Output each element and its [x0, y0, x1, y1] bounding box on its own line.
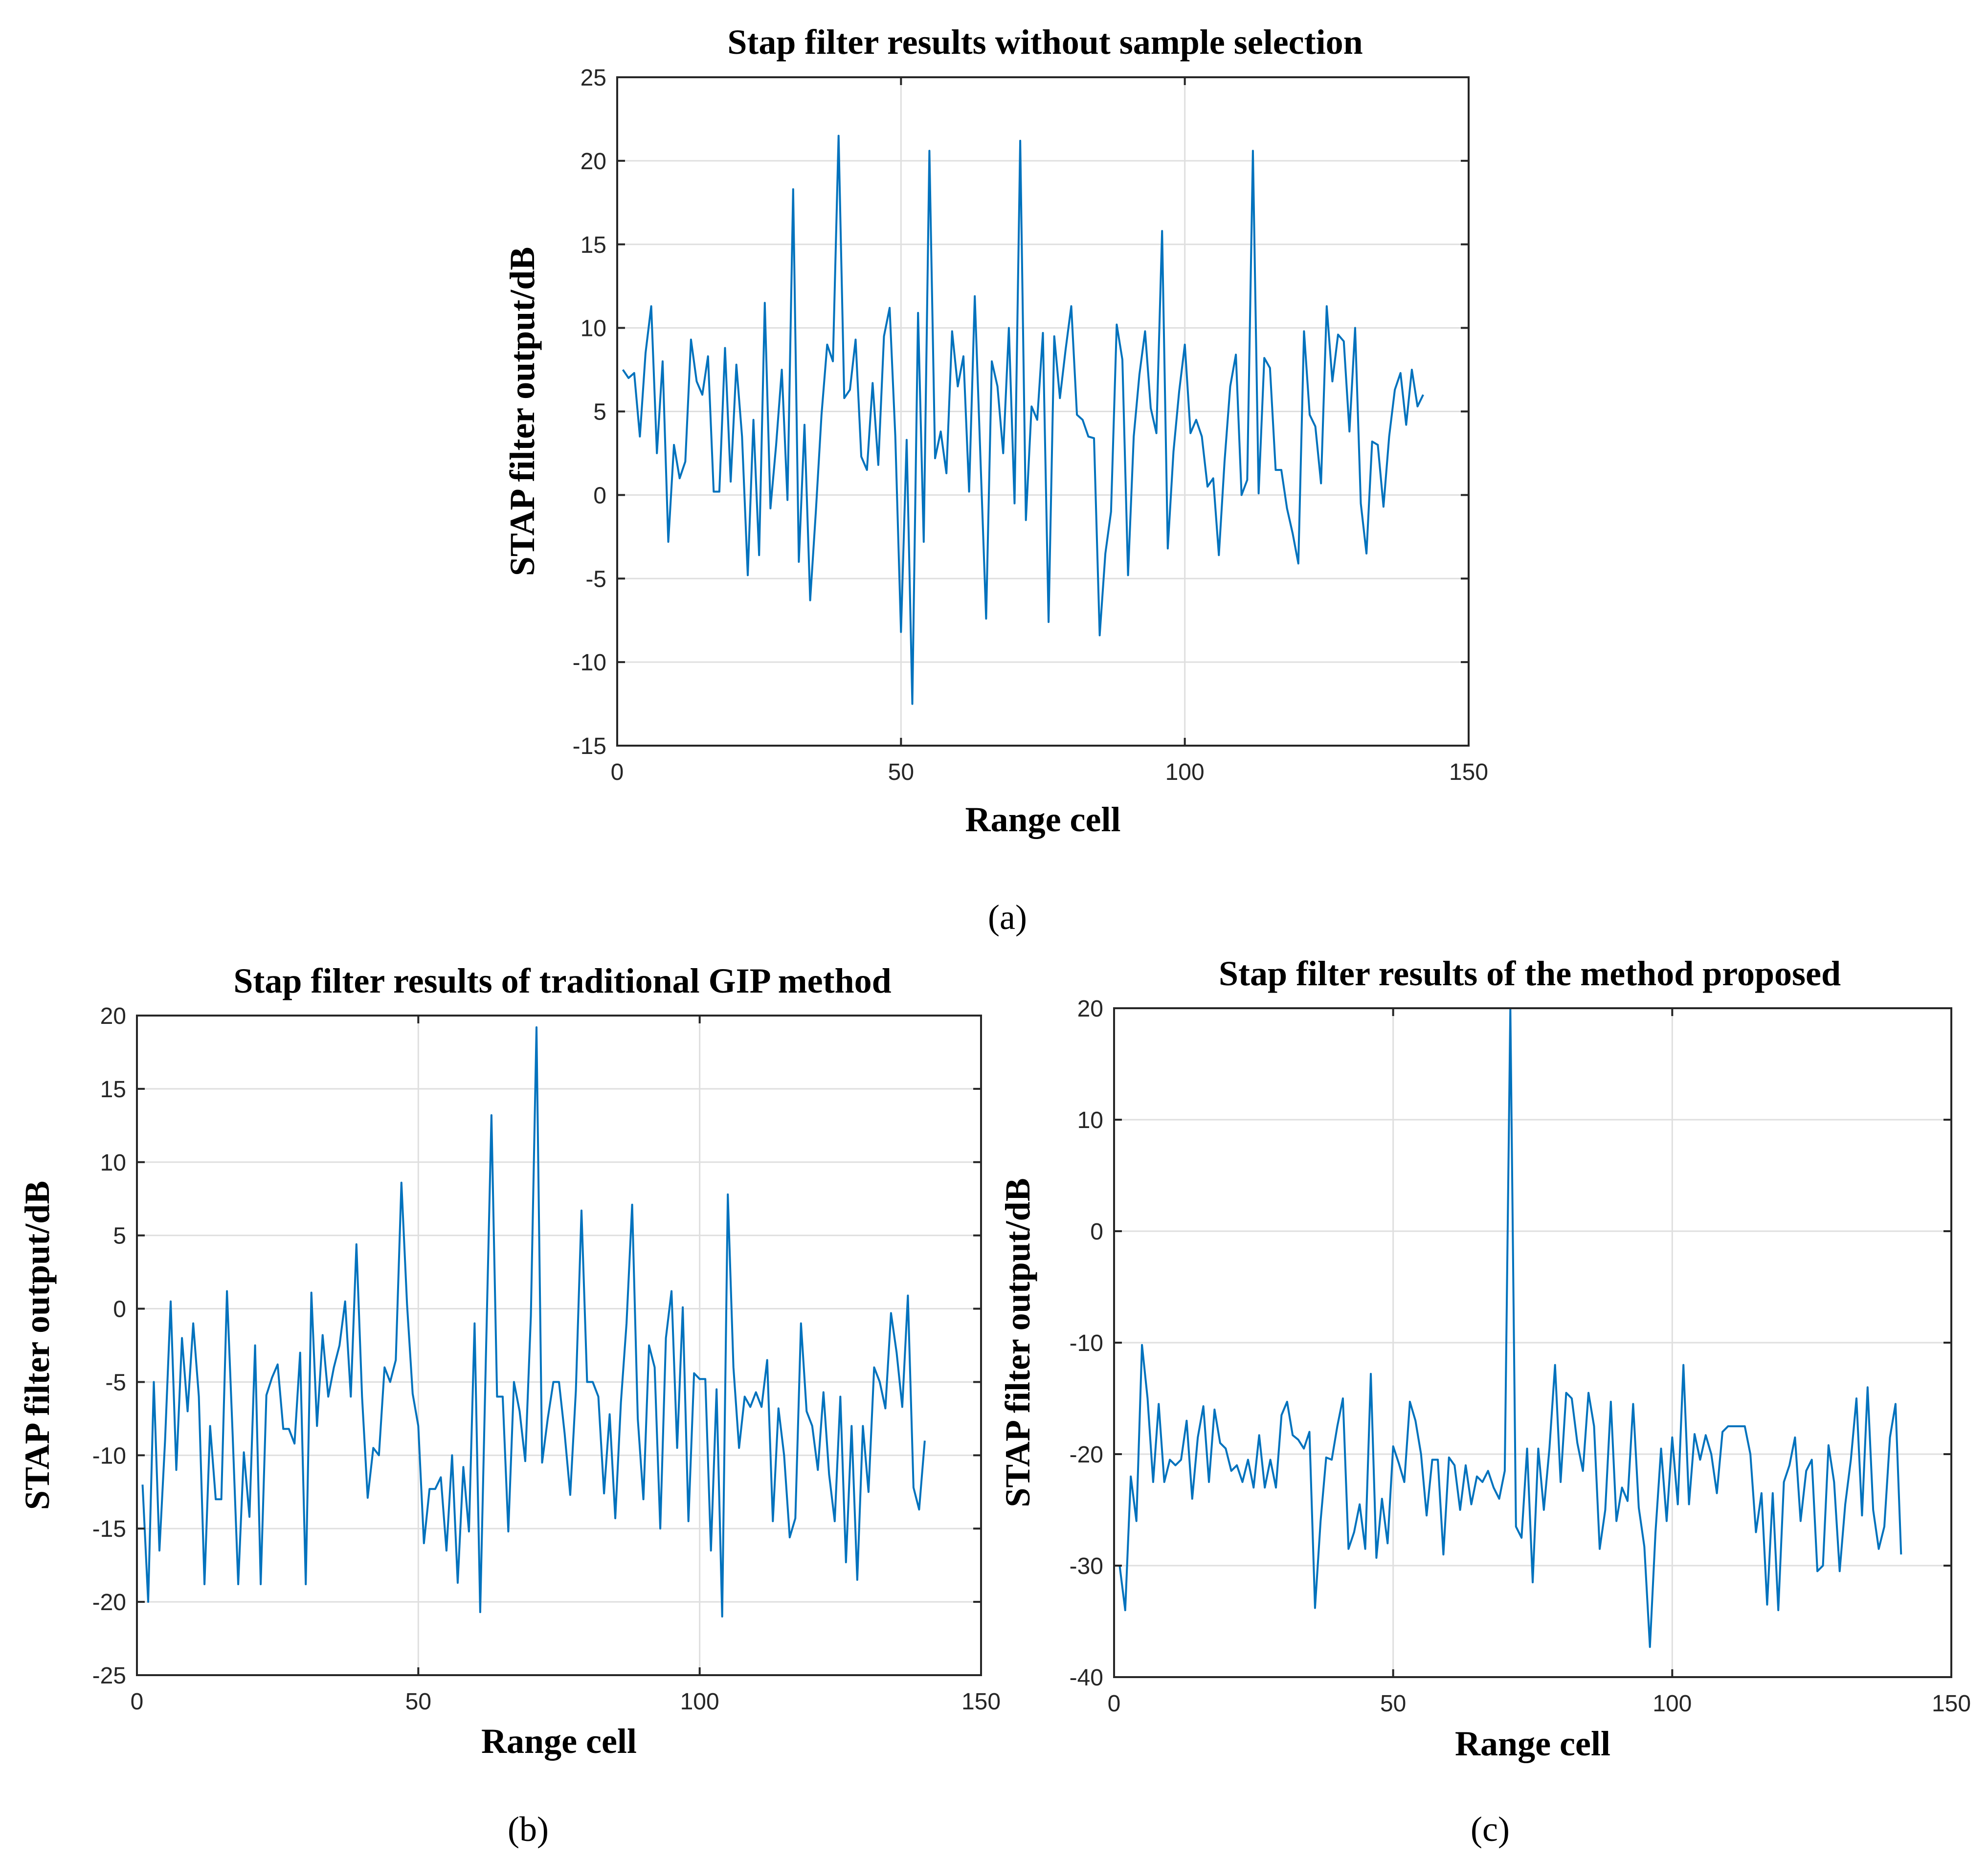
y-tick-label: -10	[92, 1443, 126, 1469]
y-tick-label: -15	[92, 1516, 126, 1542]
y-tick-label: 10	[100, 1150, 126, 1176]
y-axis-label: STAP filter output/dB	[998, 1178, 1037, 1507]
x-tick-label: 100	[1165, 759, 1205, 785]
y-tick-label: -30	[1070, 1553, 1103, 1579]
panel-label: (b)	[508, 1810, 549, 1849]
x-axis-label: Range cell	[481, 1722, 637, 1761]
y-tick-label: -5	[585, 566, 606, 592]
chart-title: Stap filter results of traditional GIP m…	[233, 961, 891, 1000]
chart-title: Stap filter results without sample selec…	[727, 22, 1363, 62]
y-tick-label: 10	[581, 316, 606, 342]
x-tick-label: 150	[1932, 1691, 1971, 1717]
y-tick-label: 10	[1077, 1107, 1103, 1133]
x-tick-label: 50	[888, 759, 914, 785]
series-line	[141, 1026, 926, 1618]
y-tick-label: 5	[113, 1223, 126, 1249]
y-tick-label: 25	[581, 65, 606, 91]
series-line	[622, 134, 1424, 705]
y-axis-label: STAP filter output/dB	[18, 1181, 57, 1510]
x-tick-label: 100	[1653, 1691, 1692, 1717]
y-tick-label: -10	[573, 650, 606, 676]
y-tick-label: -25	[92, 1663, 126, 1689]
y-tick-label: 5	[593, 399, 606, 425]
y-tick-label: -10	[1070, 1330, 1103, 1356]
x-tick-label: 0	[1108, 1691, 1121, 1717]
y-tick-label: 20	[1077, 996, 1103, 1022]
panel-label: (c)	[1471, 1810, 1510, 1849]
x-tick-label: 0	[611, 759, 624, 785]
y-tick-label: 15	[581, 232, 606, 258]
y-tick-label: -40	[1070, 1665, 1103, 1691]
y-tick-label: 0	[1090, 1219, 1103, 1245]
chart-title: Stap filter results of the method propos…	[1219, 954, 1841, 993]
y-tick-label: -20	[1070, 1442, 1103, 1468]
panel-label: (a)	[988, 898, 1027, 937]
plot-area	[137, 1016, 981, 1675]
axes-box	[136, 1015, 982, 1676]
x-tick-label: 150	[961, 1689, 1001, 1715]
y-tick-label: -20	[92, 1590, 126, 1616]
y-axis-label: STAP filter output/dB	[503, 247, 542, 576]
y-tick-label: 20	[581, 149, 606, 175]
x-tick-label: 50	[1380, 1691, 1406, 1717]
x-axis-label: Range cell	[1455, 1724, 1610, 1763]
y-tick-label: 0	[593, 483, 606, 509]
chart-a: 0 50 100 150 -15 -10 -5 0 5 10 15 20 25 Stap filter r…	[503, 22, 1488, 937]
x-tick-label: 100	[680, 1689, 719, 1715]
y-tick-label: -5	[105, 1370, 126, 1395]
y-tick-label: 0	[113, 1297, 126, 1323]
x-tick-label: 150	[1449, 759, 1488, 785]
x-tick-label: 50	[405, 1689, 431, 1715]
y-tick-label: -15	[573, 733, 606, 759]
y-tick-label: 20	[100, 1003, 126, 1029]
x-axis-label: Range cell	[965, 800, 1121, 839]
y-tick-label: 15	[100, 1077, 126, 1103]
chart-c: 0 50 100 150 -40 -30 -20 -10 0 10 20 Stap filter re…	[998, 954, 1971, 1849]
x-tick-label: 0	[131, 1689, 144, 1715]
chart-b: 0 50 100 150 -25 -20 -15 -10 -5 0 5 10 15 20 Stap filt…	[18, 961, 1001, 1849]
